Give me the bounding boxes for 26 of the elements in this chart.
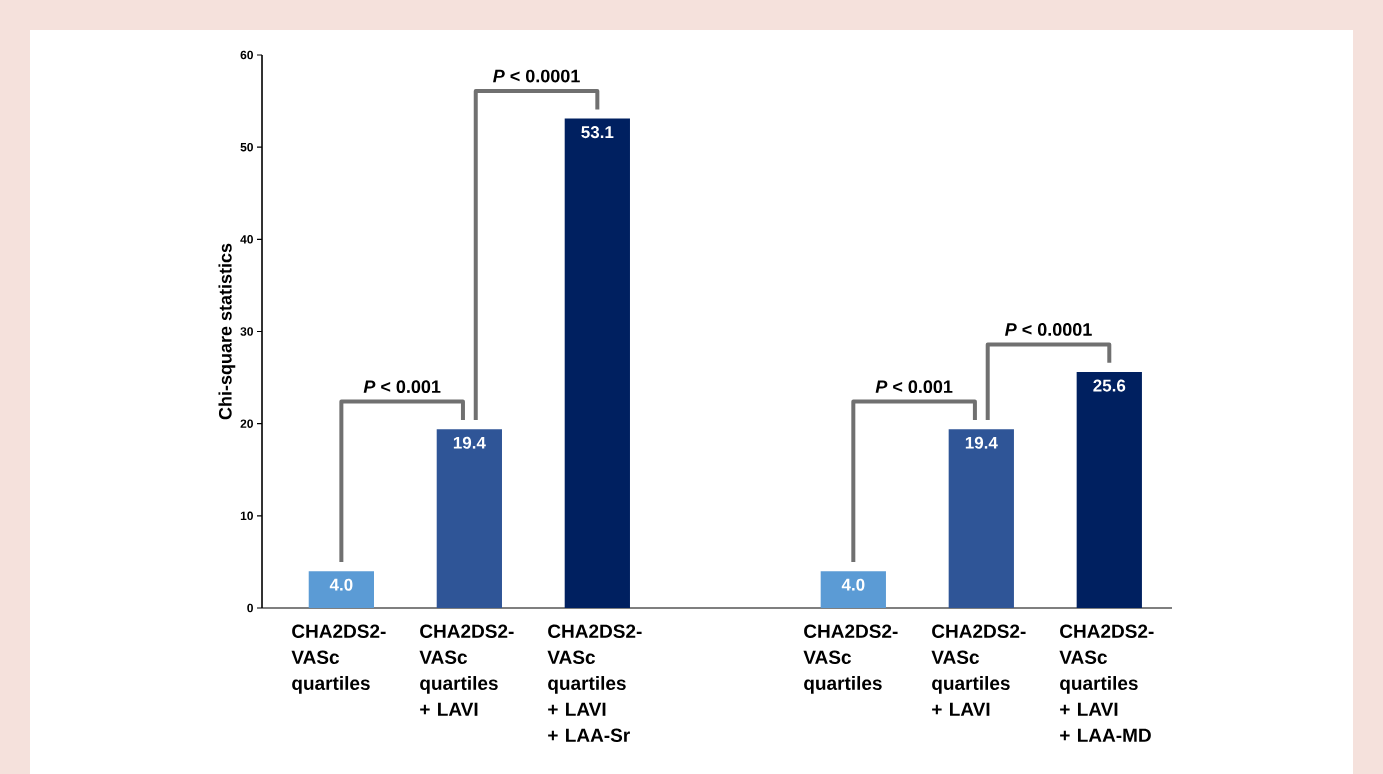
annotation: P < 0.0001 [493,69,580,83]
x-tick-label: CHA2DS2-VASc quartiles + LAVI + LAA-Sr [547,624,642,742]
data-label: 25.6 [1093,379,1126,392]
y-tick-label: 40 [240,235,253,244]
data-label: 4.0 [841,578,865,591]
data-label: 53.1 [581,126,614,139]
y-tick-label: 60 [240,50,253,60]
y-tick-label: 20 [240,419,253,428]
data-label: 4.0 [329,578,353,591]
y-tick-label: 50 [240,142,253,152]
x-tick-label: CHA2DS2-VASc quartiles + LAVI + LAA-MD [1059,624,1154,742]
y-tick-label: 10 [240,511,253,521]
y-tick-label: 30 [240,327,253,336]
annotation: P < 0.001 [875,380,953,394]
data-label: 19.4 [965,436,998,449]
data-label: 19.4 [453,436,486,449]
x-tick-label: CHA2DS2-VASc quartiles + LAVI [931,624,1026,716]
y-axis-title: Chi-square statistics [218,243,236,420]
annotation: P < 0.0001 [1005,323,1092,336]
bar [820,571,886,608]
bar [308,571,374,608]
annotation: P < 0.001 [363,380,441,394]
x-tick-label: CHA2DS2-VASc quartiles [803,624,898,694]
y-tick-label: 0 [247,603,253,613]
x-tick-label: CHA2DS2-VASc quartiles [291,624,386,694]
x-tick-label: CHA2DS2-VASc quartiles + LAVI [419,624,514,716]
